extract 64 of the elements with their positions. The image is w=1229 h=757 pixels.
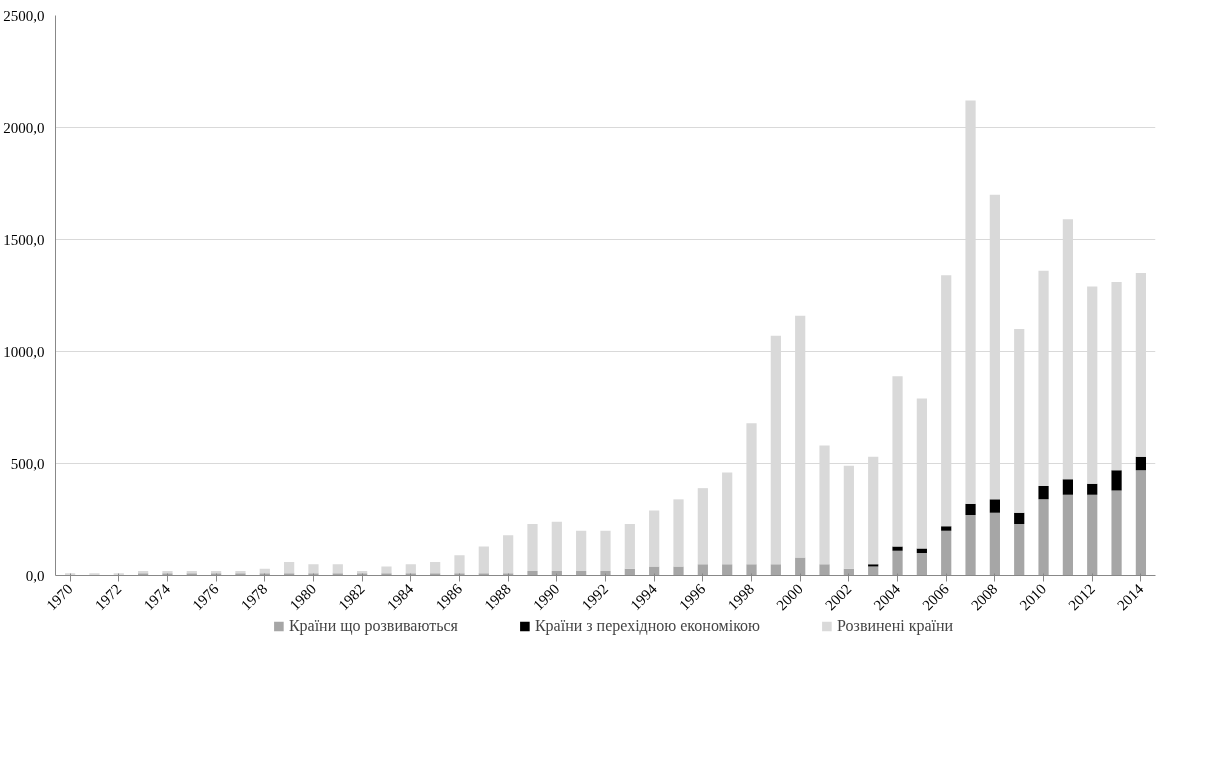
bar [1135,470,1147,576]
bar [941,530,952,576]
bar [600,571,611,576]
bar [868,564,879,567]
bar [1111,490,1122,576]
bar [722,564,733,576]
legend-label: Країни з перехідною економікою [534,617,761,635]
bar [308,573,319,576]
bar [965,515,976,576]
legend-label: Країни що розвиваються [288,617,458,635]
bar [1087,483,1098,495]
bar [697,564,708,576]
bar [892,546,903,551]
bar [405,564,416,574]
y-tick-label: 1500,0 [3,231,45,248]
bar [478,546,489,574]
bar [527,571,538,576]
bar [1087,494,1098,576]
bar [892,550,903,576]
bar [941,526,952,531]
bar [770,564,781,576]
bar [430,562,441,574]
bar [332,564,343,574]
bar [600,530,611,572]
bar [649,510,660,567]
y-tick-label: 500,0 [10,455,45,472]
bar [1135,273,1147,457]
bar [1014,523,1025,576]
bar [673,499,684,567]
bar [308,564,319,574]
bar [89,573,100,576]
bar [1062,494,1073,576]
bar [697,488,708,565]
bar [1014,512,1025,524]
bar [989,512,1000,576]
bar [965,503,976,516]
y-tick-label: 0,0 [25,567,45,584]
bar [551,521,562,572]
bar [722,472,733,565]
bar [1062,479,1073,495]
bar [673,566,684,576]
bar [381,573,392,576]
bar [454,555,465,574]
bar [576,530,587,572]
y-tick-label: 2500,0 [3,7,45,24]
bar [1135,456,1147,471]
bar [1038,499,1049,576]
bar [284,562,295,574]
legend-label: Розвинені країни [837,617,954,635]
bar [381,566,392,574]
bar [624,523,635,569]
bar [1111,470,1122,491]
bar [819,564,830,576]
bar [746,564,757,576]
bar [527,523,538,572]
bar [1038,485,1049,500]
bar [503,535,514,574]
bar [989,499,1000,513]
y-tick-label: 1000,0 [3,343,45,360]
bar [843,465,854,569]
bar [916,553,927,576]
y-tick-label: 2000,0 [3,119,45,136]
bar [795,557,806,576]
bar [454,573,465,576]
